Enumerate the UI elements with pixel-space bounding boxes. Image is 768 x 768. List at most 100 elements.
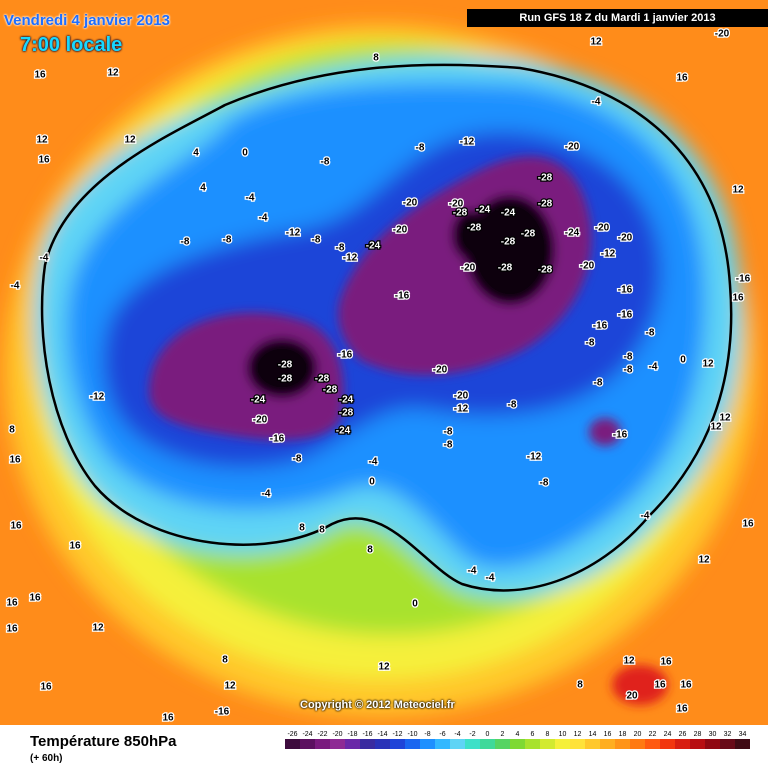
contour-label: -28 xyxy=(278,360,293,371)
colorbar-label: -12 xyxy=(392,731,402,738)
colorbar-label: 34 xyxy=(739,731,747,738)
contour-label: 0 xyxy=(369,477,375,488)
contour-label: 12 xyxy=(107,68,119,79)
contour-label: 16 xyxy=(34,70,46,81)
colorbar-label: -4 xyxy=(454,731,460,738)
colorbar-cell xyxy=(555,739,570,749)
run-info: Run GFS 18 Z du Mardi 1 janvier 2013 xyxy=(467,9,768,27)
contour-label: -12 xyxy=(601,249,616,260)
colorbar-cell xyxy=(540,739,555,749)
contour-label: -24 xyxy=(366,241,381,252)
contour-label: 16 xyxy=(40,682,52,693)
contour-label: 0 xyxy=(680,355,686,366)
colorbar-cell xyxy=(735,739,750,749)
contour-label: 0 xyxy=(242,148,248,159)
colorbar-cell xyxy=(660,739,675,749)
colorbar-label: 4 xyxy=(516,731,520,738)
contour-label: -4 xyxy=(40,253,49,264)
contour-label: -8 xyxy=(444,440,453,451)
contour-label: -28 xyxy=(339,408,354,419)
colorbar-label: -6 xyxy=(439,731,445,738)
temperature-field xyxy=(5,25,755,715)
contour-label: -12 xyxy=(343,253,358,264)
contour-label: 16 xyxy=(676,704,688,715)
contour-label: -20 xyxy=(433,365,448,376)
contour-label: -28 xyxy=(323,385,338,396)
contour-label: -8 xyxy=(336,243,345,254)
colorbar-label: 28 xyxy=(694,731,702,738)
contour-label: 16 xyxy=(6,598,18,609)
colorbar-label: -24 xyxy=(302,731,312,738)
colorbar-cell xyxy=(510,739,525,749)
colorbar-cell xyxy=(300,739,315,749)
colorbar-cell xyxy=(405,739,420,749)
contour-label: -20 xyxy=(253,415,268,426)
contour-label: -8 xyxy=(540,478,549,489)
contour-label: -28 xyxy=(521,229,536,240)
contour-label: -12 xyxy=(286,228,301,239)
contour-label: -8 xyxy=(594,378,603,389)
contour-label: -20 xyxy=(461,263,476,274)
contour-label: -4 xyxy=(259,213,268,224)
contour-label: -4 xyxy=(641,511,650,522)
copyright: Copyright © 2012 Meteociel.fr xyxy=(300,699,455,711)
contour-label: -16 xyxy=(593,321,608,332)
contour-label: 8 xyxy=(577,680,583,691)
colorbar-cell xyxy=(420,739,435,749)
contour-label: 16 xyxy=(9,455,21,466)
colorbar-label: -18 xyxy=(347,731,357,738)
colorbar-cell xyxy=(360,739,375,749)
contour-label: -16 xyxy=(338,350,353,361)
contour-label: -16 xyxy=(270,434,285,445)
contour-label: -8 xyxy=(646,328,655,339)
contour-label: 12 xyxy=(36,135,48,146)
contour-label: 16 xyxy=(660,657,672,668)
contour-label: -8 xyxy=(181,237,190,248)
contour-label: -12 xyxy=(454,404,469,415)
contour-label: -20 xyxy=(454,391,469,402)
contour-label: 8 xyxy=(9,425,15,436)
contour-label: -20 xyxy=(403,198,418,209)
contour-label: -4 xyxy=(369,457,378,468)
colorbar-cell xyxy=(645,739,660,749)
contour-label: 16 xyxy=(742,519,754,530)
colorbar: -26 -24 -22 -20 -18 -16 -14 -12 -10 -8 -6 -4 -2 0 2 4 6 8… xyxy=(285,731,750,749)
colorbar-cell xyxy=(375,739,390,749)
contour-label: -24 xyxy=(501,208,516,219)
footer-subtitle: (+ 60h) xyxy=(30,753,63,764)
colorbar-label: 6 xyxy=(531,731,535,738)
contour-label: 16 xyxy=(38,155,50,166)
contour-label: 4 xyxy=(193,148,199,159)
colorbar-cell xyxy=(435,739,450,749)
contour-label: 12 xyxy=(698,555,710,566)
contour-label: -20 xyxy=(393,225,408,236)
colorbar-cell xyxy=(630,739,645,749)
contour-label: -4 xyxy=(262,489,271,500)
colorbar-cell xyxy=(525,739,540,749)
contour-label: -20 xyxy=(449,199,464,210)
contour-label: -8 xyxy=(444,427,453,438)
contour-label: -24 xyxy=(251,395,266,406)
hour: 7:00 locale xyxy=(20,34,123,56)
contour-label: 8 xyxy=(373,53,379,64)
contour-label: 12 xyxy=(224,681,236,692)
contour-label: -28 xyxy=(453,208,468,219)
colorbar-cell xyxy=(600,739,615,749)
contour-label: 16 xyxy=(676,73,688,84)
contour-label: -4 xyxy=(592,97,601,108)
contour-label: -12 xyxy=(460,137,475,148)
contour-label: -24 xyxy=(565,228,580,239)
contour-label: -24 xyxy=(336,426,351,437)
colorbar-cell xyxy=(690,739,705,749)
contour-label: 20 xyxy=(626,691,638,702)
colorbar-cell xyxy=(390,739,405,749)
zero-isotherm xyxy=(40,63,733,592)
contour-label: 8 xyxy=(367,545,373,556)
contour-label: -4 xyxy=(468,566,477,577)
contour-label: -28 xyxy=(501,237,516,248)
colorbar-cell xyxy=(495,739,510,749)
contour-label: 12 xyxy=(702,359,714,370)
footer-title: Température 850hPa xyxy=(30,733,177,750)
